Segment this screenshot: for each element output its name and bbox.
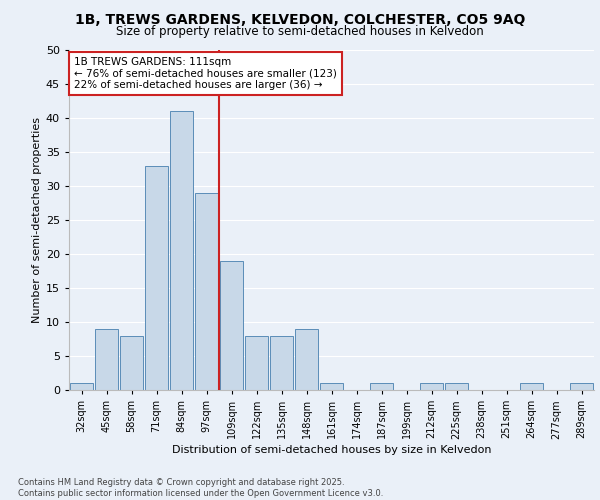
Bar <box>119 336 143 390</box>
Bar <box>194 193 218 390</box>
Bar <box>220 261 244 390</box>
Bar <box>295 329 319 390</box>
Text: Contains HM Land Registry data © Crown copyright and database right 2025.
Contai: Contains HM Land Registry data © Crown c… <box>18 478 383 498</box>
Bar <box>245 336 268 390</box>
X-axis label: Distribution of semi-detached houses by size in Kelvedon: Distribution of semi-detached houses by … <box>172 446 491 456</box>
Bar <box>170 111 193 390</box>
Text: 1B, TREWS GARDENS, KELVEDON, COLCHESTER, CO5 9AQ: 1B, TREWS GARDENS, KELVEDON, COLCHESTER,… <box>75 12 525 26</box>
Bar <box>370 383 394 390</box>
Bar <box>569 383 593 390</box>
Bar <box>269 336 293 390</box>
Bar <box>419 383 443 390</box>
Bar <box>320 383 343 390</box>
Text: 1B TREWS GARDENS: 111sqm
← 76% of semi-detached houses are smaller (123)
22% of : 1B TREWS GARDENS: 111sqm ← 76% of semi-d… <box>74 57 337 90</box>
Bar <box>70 383 94 390</box>
Bar <box>445 383 469 390</box>
Bar <box>95 329 118 390</box>
Text: Size of property relative to semi-detached houses in Kelvedon: Size of property relative to semi-detach… <box>116 25 484 38</box>
Bar <box>520 383 544 390</box>
Bar <box>145 166 169 390</box>
Y-axis label: Number of semi-detached properties: Number of semi-detached properties <box>32 117 41 323</box>
